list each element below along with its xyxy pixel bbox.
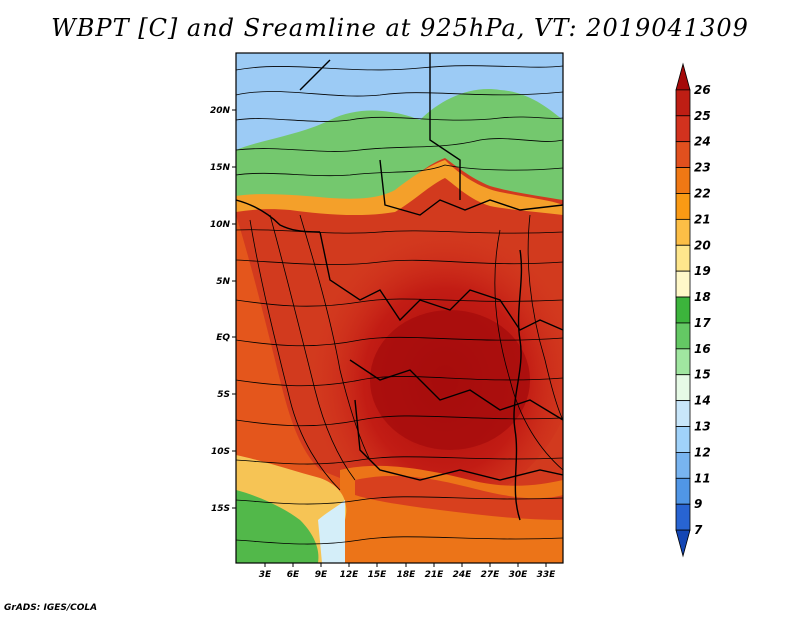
x-tick-label: 18E bbox=[397, 570, 417, 580]
colorbar-segment bbox=[675, 115, 691, 143]
x-tick-label: 12E bbox=[340, 570, 360, 580]
colorbar-segment bbox=[675, 348, 691, 376]
colorbar-label: 14 bbox=[694, 394, 711, 408]
y-tick-label: 20N bbox=[210, 106, 231, 116]
y-tick-label: 10S bbox=[211, 447, 230, 457]
colorbar-label: 13 bbox=[694, 420, 711, 434]
x-tick-label: 6E bbox=[287, 570, 300, 580]
y-tick-label: EQ bbox=[216, 333, 230, 343]
colorbar-segment bbox=[675, 193, 691, 220]
y-tick-label: 15S bbox=[211, 504, 230, 514]
colorbar-segment bbox=[675, 167, 691, 194]
colorbar-label: 11 bbox=[694, 471, 711, 485]
colorbar-segment bbox=[675, 141, 691, 168]
colorbar-label: 20 bbox=[694, 238, 711, 252]
x-tick-label: 33E bbox=[537, 570, 557, 580]
colorbar-label: 12 bbox=[694, 445, 711, 459]
colorbar-label: 18 bbox=[694, 290, 711, 304]
colorbar-label: 16 bbox=[694, 342, 711, 356]
colorbar-segment bbox=[675, 244, 691, 272]
colorbar-segment bbox=[675, 477, 691, 505]
colorbar-label: 24 bbox=[694, 135, 711, 149]
colorbar-segment bbox=[675, 218, 691, 246]
colorbar: 26 25 24 23 22 21 20 19 18 17 16 15 14 13 12 11 9 7 bbox=[675, 62, 711, 558]
x-tick-label: 27E bbox=[481, 570, 501, 580]
colorbar-segment bbox=[675, 529, 691, 558]
streamlines bbox=[236, 65, 563, 545]
colorbar-label: 7 bbox=[694, 523, 703, 537]
field-north-green bbox=[236, 89, 563, 205]
x-tick-label: 3E bbox=[259, 570, 272, 580]
field-hot-center bbox=[370, 310, 530, 450]
y-axis: 20N 15N 10N 5N EQ 5S 10S 15S bbox=[210, 106, 236, 514]
y-tick-label: 5N bbox=[216, 277, 230, 287]
colorbar-segment bbox=[675, 400, 691, 427]
y-tick-label: 10N bbox=[210, 220, 231, 230]
x-tick-label: 9E bbox=[315, 570, 328, 580]
footer-credit: GrADS: IGES/COLA bbox=[4, 603, 98, 613]
colorbar-label: 26 bbox=[694, 83, 711, 97]
x-tick-label: 24E bbox=[453, 570, 473, 580]
map-title: WBPT [C] and Sreamline at 925hPa, VT: 20… bbox=[51, 14, 749, 42]
x-tick-label: 30E bbox=[509, 570, 529, 580]
colorbar-segment bbox=[675, 426, 691, 453]
y-tick-label: 5S bbox=[217, 390, 230, 400]
y-tick-label: 15N bbox=[210, 163, 231, 173]
colorbar-label: 23 bbox=[694, 161, 711, 175]
colorbar-segment bbox=[675, 62, 691, 91]
colorbar-label: 9 bbox=[694, 497, 702, 511]
x-tick-label: 21E bbox=[425, 570, 445, 580]
colorbar-label: 25 bbox=[694, 109, 711, 123]
colorbar-segment bbox=[675, 89, 691, 117]
colorbar-label: 21 bbox=[694, 212, 711, 226]
colorbar-segment bbox=[675, 296, 691, 324]
colorbar-label: 19 bbox=[694, 264, 711, 278]
x-axis: 3E 6E 9E 12E 15E 18E 21E 24E 27E 30E 33E bbox=[259, 563, 556, 580]
field-southwest-green bbox=[236, 490, 319, 563]
colorbar-segment bbox=[675, 322, 691, 350]
map-plot-area bbox=[236, 53, 563, 563]
map-frame bbox=[235, 52, 564, 564]
colorbar-label: 17 bbox=[694, 316, 711, 330]
colorbar-segment bbox=[675, 270, 691, 298]
country-borders bbox=[236, 53, 563, 521]
colorbar-segment bbox=[675, 503, 691, 531]
colorbar-label: 15 bbox=[694, 368, 711, 382]
colorbar-label: 22 bbox=[694, 186, 711, 200]
field-southwest-pale bbox=[318, 500, 345, 563]
colorbar-segment bbox=[675, 374, 691, 402]
colorbar-segment bbox=[675, 452, 691, 479]
x-tick-label: 15E bbox=[368, 570, 388, 580]
